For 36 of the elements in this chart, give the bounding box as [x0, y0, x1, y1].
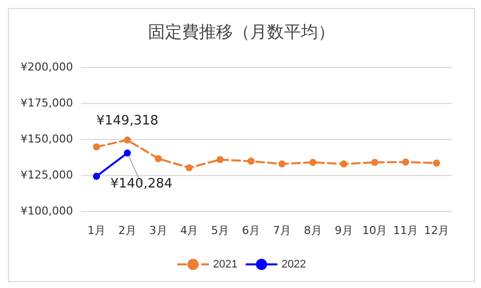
point: [92, 172, 100, 180]
point: [309, 158, 316, 166]
x-tick-label: 1月: [87, 224, 106, 237]
x-tick-label: 11月: [393, 224, 418, 237]
x-tick-label: 7月: [272, 224, 291, 237]
point: [371, 158, 378, 166]
data-label: ¥140,284: [110, 176, 172, 192]
x-tick-label: 9月: [334, 224, 353, 237]
y-tick-label: ¥125,000: [20, 168, 73, 182]
point: [433, 160, 440, 167]
x-tick-label: 4月: [180, 224, 198, 237]
x-tick-label: 8月: [304, 224, 322, 237]
x-tick-label: 3月: [149, 224, 168, 237]
point: [186, 164, 193, 172]
point: [278, 160, 286, 168]
point: [402, 158, 410, 166]
x-tick-label: 2月: [118, 224, 136, 237]
legend-label: 2022: [282, 258, 306, 270]
x-tick-label: 10月: [362, 224, 388, 237]
x-tick-label: 5月: [211, 224, 230, 237]
point: [124, 136, 131, 144]
point: [216, 156, 224, 164]
point: [124, 149, 131, 156]
data-label: ¥149,318: [96, 113, 158, 128]
x-tick-label: 6月: [242, 224, 260, 237]
point: [92, 143, 100, 150]
point: [340, 160, 348, 168]
x-tick-label: 12月: [424, 224, 450, 237]
point: [154, 155, 162, 162]
chart-title: 固定費推移（月数平均）: [148, 22, 335, 42]
y-tick-label: ¥150,000: [20, 132, 73, 146]
y-tick-label: ¥100,000: [20, 204, 73, 218]
point: [248, 158, 255, 165]
legend-label: 2021: [213, 258, 238, 270]
y-tick-label: ¥175,000: [20, 96, 73, 110]
y-tick-label: ¥200,000: [20, 60, 73, 74]
